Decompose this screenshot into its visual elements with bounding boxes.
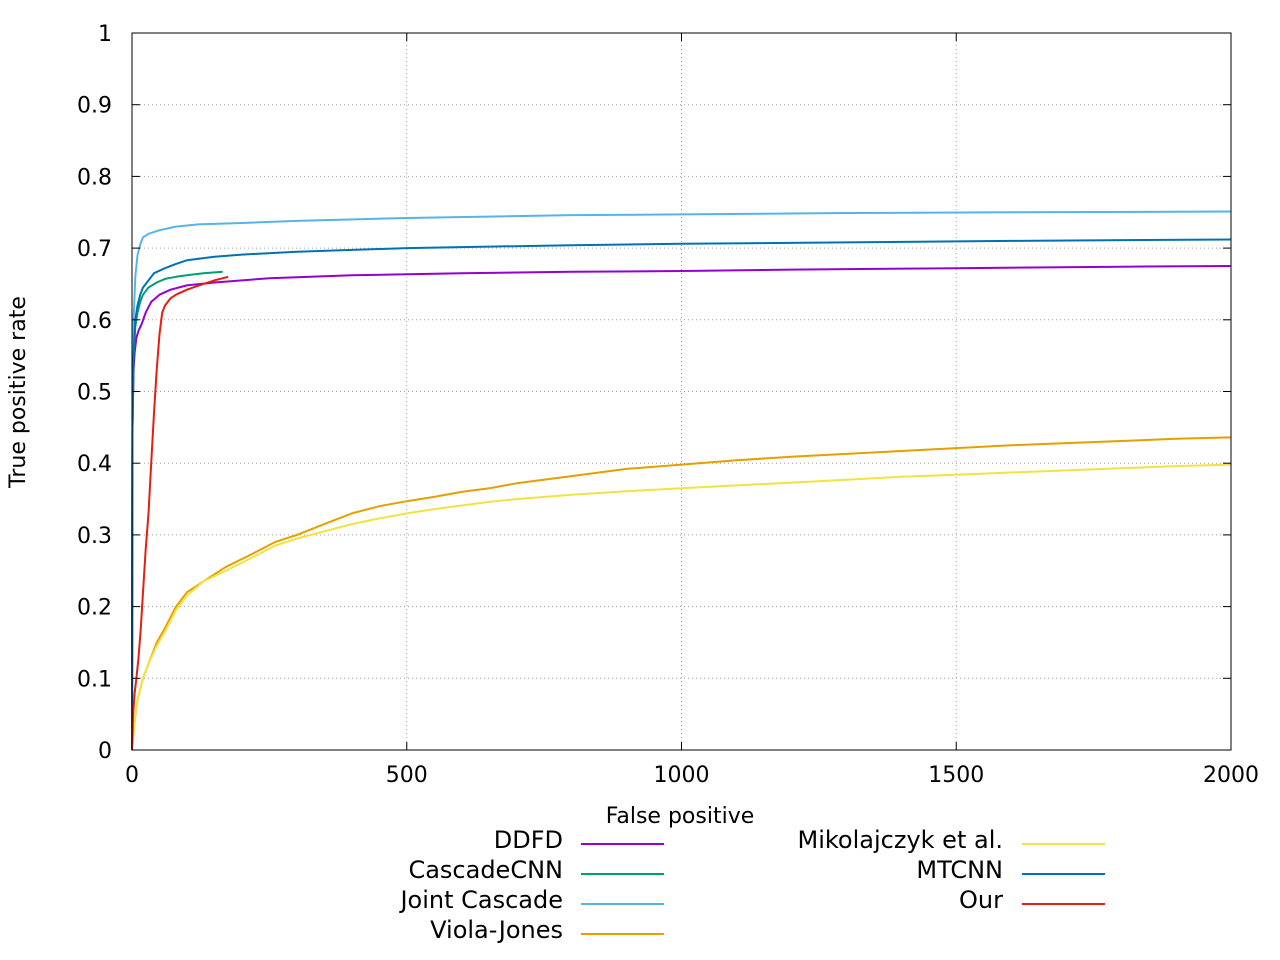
- series-line-mtcnn: [131, 238, 1232, 751]
- x-axis-label: False positive: [606, 804, 755, 829]
- y-tick-label: 0.1: [77, 667, 112, 692]
- x-tick-label: 0: [125, 763, 139, 788]
- series-line-joint-cascade: [131, 210, 1232, 751]
- y-tick-label: 0.4: [77, 452, 112, 477]
- legend-label-mikolajczyk-et-al-: Mikolajczyk et al.: [798, 826, 1003, 854]
- legend-label-joint-cascade: Joint Cascade: [398, 886, 563, 914]
- legend-label-mtcnn: MTCNN: [916, 856, 1003, 884]
- y-tick-label: 0.7: [77, 237, 112, 262]
- legend-label-cascadecnn: CascadeCNN: [408, 856, 563, 884]
- y-tick-label: 0.6: [77, 309, 112, 334]
- y-tick-label: 0.9: [77, 94, 112, 119]
- series-line-our: [131, 275, 229, 751]
- y-tick-label: 0.2: [77, 596, 112, 621]
- y-tick-label: 0.3: [77, 524, 112, 549]
- y-tick-label: 1: [98, 22, 112, 47]
- series-line-viola-jones: [131, 436, 1232, 751]
- x-tick-label: 2000: [1203, 763, 1259, 788]
- legend-label-ddfd: DDFD: [494, 826, 563, 854]
- y-tick-label: 0.5: [77, 381, 112, 406]
- x-tick-label: 500: [386, 763, 428, 788]
- series-lines: [131, 210, 1232, 751]
- grid-lines: [132, 33, 1231, 750]
- legend-label-our: Our: [959, 886, 1003, 914]
- y-tick-label: 0: [98, 739, 112, 764]
- series-line-cascadecnn: [131, 270, 223, 751]
- y-tick-label: 0.8: [77, 165, 112, 190]
- series-line-ddfd: [131, 265, 1232, 751]
- legend-label-viola-jones: Viola-Jones: [430, 916, 563, 944]
- x-tick-label: 1500: [928, 763, 984, 788]
- series-line-mikolajczyk-et-al-: [131, 463, 1232, 751]
- axis-ticks: 0 0.1 0.2 0.3 0.4 0.5 0.6 0.7 0.8 0.9 1 0 500 1000 150…: [77, 22, 1259, 788]
- y-axis-label: True positive rate: [6, 296, 31, 489]
- x-tick-label: 1000: [654, 763, 710, 788]
